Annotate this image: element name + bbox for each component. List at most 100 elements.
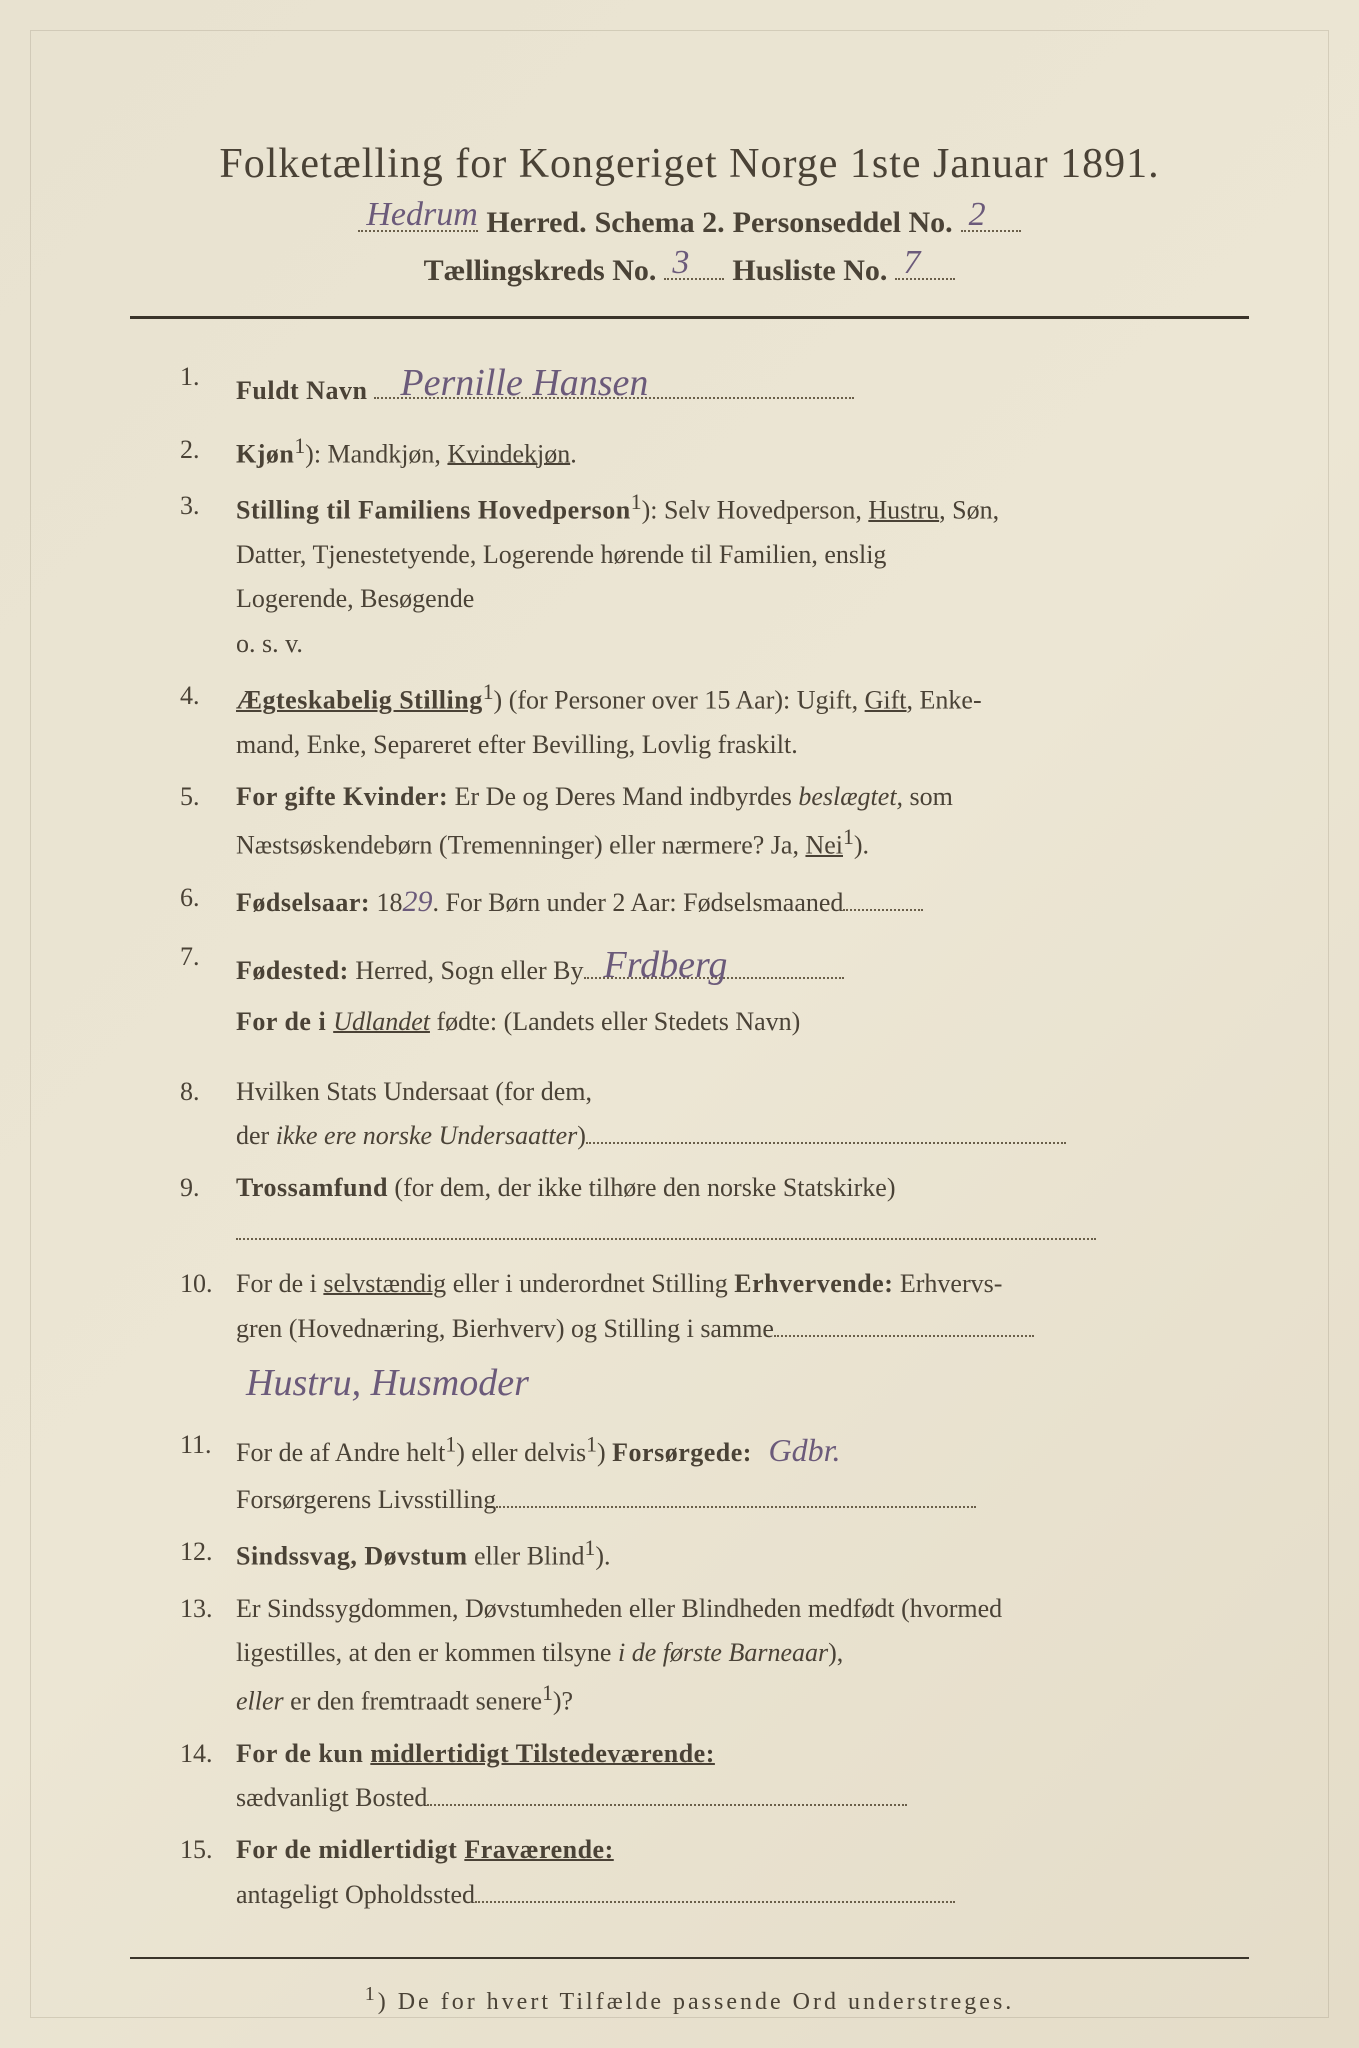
field-num: 9. <box>180 1166 236 1210</box>
sup: 1 <box>483 680 494 704</box>
line2: Næstsøskendebørn (Tremenninger) eller næ… <box>236 831 805 860</box>
field-7: 7. Fødested: Herred, Sogn eller ByFrdber… <box>180 935 1229 1044</box>
occupation-fill <box>774 1315 1034 1337</box>
field-2: 2. Kjøn1): Mandkjøn, Kvindekjøn. <box>180 428 1229 477</box>
line1: Hvilken Stats Undersaat (for dem, <box>236 1077 592 1106</box>
field-label: For gifte Kvinder: <box>236 782 448 811</box>
field-label: Fødested: <box>236 956 349 985</box>
footnote-text: ) De for hvert Tilfælde passende Ord und… <box>378 1989 1015 2015</box>
field-num: 5. <box>180 775 236 819</box>
line2-pre: der <box>236 1121 276 1150</box>
field-content: Sindssvag, Døvstum eller Blind1). <box>236 1530 1229 1579</box>
personseddel-label: Personseddel No. <box>733 206 953 240</box>
line2: mand, Enke, Separeret efter Bevilling, L… <box>236 730 798 759</box>
husliste-label: Husliste No. <box>732 254 887 288</box>
field-num: 11. <box>180 1423 236 1467</box>
pre: For de i <box>236 1269 323 1298</box>
herred-fill: Hedrum <box>358 206 478 232</box>
form-body: 1. Fuldt Navn Pernille Hansen 2. Kjøn1):… <box>130 355 1249 1917</box>
herred-label: Herred. <box>486 206 586 240</box>
supporter-fill <box>496 1486 976 1508</box>
field-11: 11. For de af Andre helt1) eller delvis1… <box>180 1423 1229 1522</box>
field-num: 6. <box>180 876 236 920</box>
main-title: Folketælling for Kongeriget Norge 1ste J… <box>130 140 1249 188</box>
field-content: Fuldt Navn Pernille Hansen <box>236 355 1229 420</box>
line2: antageligt Opholdssted <box>236 1880 475 1909</box>
month-fill <box>843 889 923 911</box>
sup: 1 <box>294 434 305 458</box>
header-rule <box>130 316 1249 319</box>
after2: fødte: (Landets eller Stedets Navn) <box>430 1007 800 1036</box>
text: eller Blind <box>468 1542 585 1571</box>
field-1: 1. Fuldt Navn Pernille Hansen <box>180 355 1229 420</box>
bold: Fraværende: <box>464 1835 613 1864</box>
text: Herred, Sogn eller By <box>349 956 584 985</box>
line3-end: )? <box>553 1687 573 1716</box>
mid: eller i underordnet Stilling <box>446 1269 734 1298</box>
field-num: 15. <box>180 1828 236 1872</box>
field-content: Ægteskabelig Stilling1) (for Personer ov… <box>236 674 1229 767</box>
field-6: 6. Fødselsaar: 1829. For Børn under 2 Aa… <box>180 876 1229 927</box>
field-content: Fødested: Herred, Sogn eller ByFrdberg F… <box>236 935 1229 1044</box>
after1: som <box>903 782 953 811</box>
field-content: For de af Andre helt1) eller delvis1) Fo… <box>236 1423 1229 1522</box>
line2-pre: ligestilles, at den er kommen tilsyne <box>236 1638 618 1667</box>
bold: Sindssvag, Døvstum <box>236 1542 468 1571</box>
mid: ) eller delvis <box>456 1438 586 1467</box>
subheader-line-1: Hedrum Herred. Schema 2. Personseddel No… <box>130 206 1249 240</box>
line2-pre: For de i <box>236 1007 333 1036</box>
bold: midlertidigt Tilstedeværende: <box>370 1739 715 1768</box>
field-content: Stilling til Familiens Hovedperson1): Se… <box>236 484 1229 665</box>
field-13: 13. Er Sindssygdommen, Døvstumheden elle… <box>180 1587 1229 1724</box>
selected: Hustru <box>868 496 939 525</box>
field-12: 12. Sindssvag, Døvstum eller Blind1). <box>180 1530 1229 1579</box>
line3-italic: eller <box>236 1687 284 1716</box>
herred-value: Hedrum <box>366 196 477 234</box>
line4: o. s. v. <box>236 629 303 658</box>
after: . <box>570 439 577 468</box>
field-content: Hvilken Stats Undersaat (for dem, der ik… <box>236 1070 1229 1158</box>
supported-value: Gdbr. <box>768 1423 840 1477</box>
year-value: 29 <box>403 876 433 927</box>
line2-italic: ikke ere norske Undersaatter <box>276 1121 578 1150</box>
field-content: Er Sindssygdommen, Døvstumheden eller Bl… <box>236 1587 1229 1724</box>
sup: 1 <box>631 490 642 514</box>
kreds-fill: 3 <box>664 254 724 280</box>
after: ) <box>597 1438 612 1467</box>
husliste-fill: 7 <box>895 254 955 280</box>
field-14: 14. For de kun midlertidigt Tilstedevære… <box>180 1732 1229 1820</box>
form-header: Folketælling for Kongeriget Norge 1ste J… <box>130 140 1249 288</box>
field-num: 14. <box>180 1732 236 1776</box>
footnote: 1) De for hvert Tilfælde passende Ord un… <box>130 1983 1249 2016</box>
sup1: 1 <box>445 1433 456 1457</box>
census-form-page: Folketælling for Kongeriget Norge 1ste J… <box>0 0 1359 2048</box>
field-label: Stilling til Familiens Hovedperson <box>236 496 631 525</box>
field-content: Trossamfund (for dem, der ikke tilhøre d… <box>236 1166 1229 1254</box>
sup2: 1 <box>843 825 854 849</box>
field-content: Kjøn1): Mandkjøn, Kvindekjøn. <box>236 428 1229 477</box>
text: (for dem, der ikke tilhøre den norske St… <box>388 1173 896 1202</box>
prefix: 18 <box>370 888 403 917</box>
personseddel-fill: 2 <box>961 206 1021 232</box>
kreds-label: Tællingskreds No. <box>424 254 657 288</box>
residence-fill <box>427 1784 907 1806</box>
field-content: For de i selvstændig eller i underordnet… <box>236 1262 1229 1415</box>
after2: ). <box>854 831 869 860</box>
field-num: 13. <box>180 1587 236 1631</box>
bold-pre: For de kun <box>236 1739 370 1768</box>
after: ). <box>595 1542 610 1571</box>
faith-fill <box>236 1218 1096 1240</box>
sup: 1 <box>585 1536 596 1560</box>
line1: Er De og Deres Mand indbyrdes <box>448 782 798 811</box>
footnote-sup: 1 <box>365 1983 378 2005</box>
field-num: 3. <box>180 484 236 528</box>
field-content: For gifte Kvinder: Er De og Deres Mand i… <box>236 775 1229 868</box>
bold2: Erhvervende: <box>734 1269 893 1298</box>
field-num: 2. <box>180 428 236 472</box>
field-4: 4. Ægteskabelig Stilling1) (for Personer… <box>180 674 1229 767</box>
line1: Er Sindssygdommen, Døvstumheden eller Bl… <box>236 1594 1002 1623</box>
field-num: 7. <box>180 935 236 979</box>
field-label: Kjøn <box>236 439 294 468</box>
footnote-rule <box>130 1957 1249 1959</box>
field-15: 15. For de midlertidigt Fraværende: anta… <box>180 1828 1229 1916</box>
